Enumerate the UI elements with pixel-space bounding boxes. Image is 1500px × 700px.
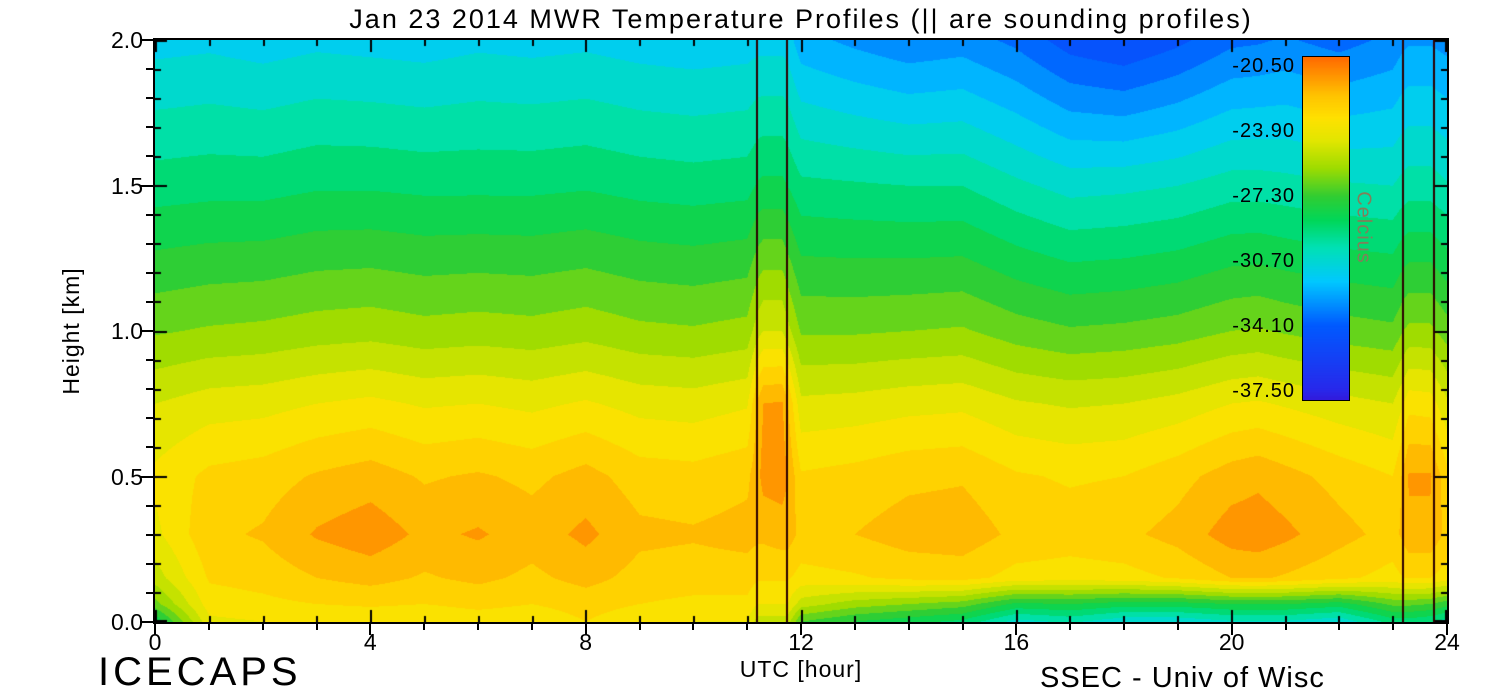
y-major-tick (140, 184, 153, 187)
x-major-tick (1230, 624, 1233, 635)
x-minor-tick (746, 624, 749, 630)
x-tick-label: 4 (363, 629, 377, 655)
y-minor-tick (146, 126, 153, 129)
x-tick-label: 16 (1003, 629, 1030, 655)
y-minor-tick (146, 213, 153, 216)
x-minor-tick (1338, 624, 1341, 630)
colorbar-gradient-canvas (1303, 57, 1349, 400)
x-major-tick (800, 624, 802, 635)
x-minor-tick (961, 624, 964, 630)
x-minor-tick (477, 624, 479, 630)
x-major-tick (1015, 624, 1018, 635)
x-major-tick (154, 624, 156, 635)
y-minor-tick (146, 533, 153, 536)
y-tick-label: 2.0 (111, 27, 143, 53)
y-minor-tick (146, 97, 153, 100)
y-minor-tick (146, 417, 153, 420)
x-minor-tick (315, 624, 318, 630)
x-minor-tick (207, 624, 210, 630)
y-minor-tick (146, 271, 153, 274)
x-tick-label: 0 (148, 629, 162, 655)
x-minor-tick (530, 624, 533, 630)
y-minor-tick (146, 359, 153, 362)
y-major-tick (140, 330, 153, 332)
x-minor-tick (1284, 624, 1287, 630)
colorbar-unit-label: Celcius (1352, 191, 1375, 264)
colorbar-tick-label: -37.50 (1232, 380, 1295, 403)
x-major-tick (369, 624, 372, 635)
y-tick-label: 1.0 (111, 318, 143, 344)
x-major-tick (1446, 624, 1448, 635)
colorbar-tick-label: -34.10 (1232, 315, 1295, 338)
x-tick-label: 24 (1434, 629, 1460, 655)
y-axis-label: Height [km] (58, 267, 84, 395)
y-major-tick (140, 39, 153, 41)
x-minor-tick (261, 624, 264, 630)
project-name-text: ICECAPS (98, 650, 302, 694)
colorbar-tick-label: -20.50 (1232, 54, 1295, 77)
colorbar-tick-label: -30.70 (1232, 250, 1295, 273)
y-major-tick (140, 475, 153, 478)
y-minor-tick (146, 300, 153, 303)
x-axis-label: UTC [hour] (739, 656, 863, 682)
x-tick-label: 8 (579, 629, 593, 655)
x-tick-label: 20 (1218, 629, 1245, 655)
x-minor-tick (638, 624, 641, 630)
y-minor-tick (146, 242, 153, 245)
y-tick-label: 1.5 (111, 172, 143, 199)
y-major-tick (140, 621, 153, 623)
chart-title: Jan 23 2014 MWR Temperature Profiles (||… (349, 4, 1253, 34)
x-minor-tick (1176, 624, 1179, 630)
x-tick-label: 12 (788, 629, 814, 655)
x-minor-tick (907, 624, 910, 630)
x-major-tick (584, 624, 587, 635)
y-minor-tick (146, 504, 153, 507)
institution-text: SSEC - Univ of Wisc (1040, 662, 1325, 694)
x-minor-tick (1069, 624, 1072, 630)
colorbar-tick-label: -23.90 (1232, 119, 1295, 142)
temperature-heatmap-canvas (155, 40, 1447, 622)
x-minor-tick (692, 624, 695, 630)
x-minor-tick (1392, 624, 1395, 630)
plot-area (153, 38, 1449, 624)
y-minor-tick (146, 155, 153, 158)
x-minor-tick (853, 624, 856, 630)
y-tick-label: 0.0 (111, 609, 143, 635)
y-minor-tick (146, 446, 153, 449)
y-minor-tick (146, 388, 153, 391)
y-minor-tick (146, 68, 153, 71)
y-minor-tick (146, 591, 153, 594)
colorbar-tick-label: -27.30 (1232, 184, 1295, 207)
y-tick-label: 0.5 (111, 463, 143, 490)
x-minor-tick (1123, 624, 1125, 630)
y-minor-tick (146, 562, 153, 565)
x-minor-tick (423, 624, 426, 630)
colorbar (1302, 56, 1350, 401)
